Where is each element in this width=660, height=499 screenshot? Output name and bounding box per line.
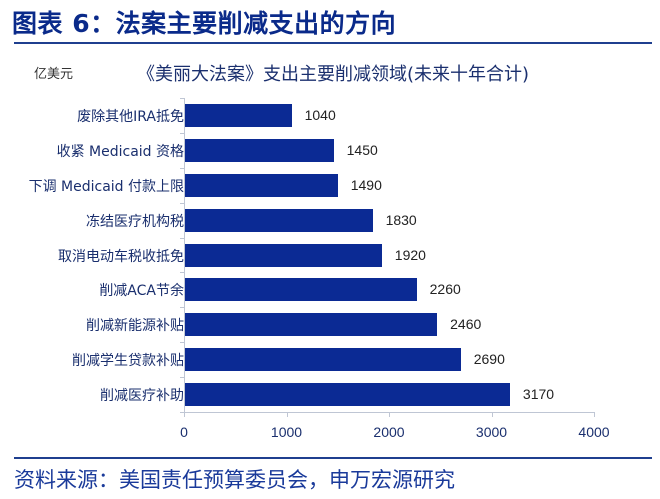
category-label: 削减医疗补助 <box>100 388 184 405</box>
bottom-divider <box>14 457 652 459</box>
category-label: 削减新能源补贴 <box>86 318 184 335</box>
bar-value-label: 1490 <box>350 176 382 193</box>
bar <box>185 138 334 162</box>
bar-value-label: 1920 <box>394 246 426 263</box>
bar-value-label: 2260 <box>429 281 461 298</box>
bar <box>185 348 461 372</box>
x-axis-tick <box>184 412 185 417</box>
category-label: 削减学生贷款补贴 <box>72 353 184 370</box>
category-label: 废除其他IRA抵免 <box>77 108 184 125</box>
bar-value-label: 2690 <box>473 351 505 368</box>
y-axis-tick <box>180 272 184 274</box>
x-axis-tick-label: 1000 <box>270 424 303 440</box>
y-axis-tick <box>180 202 184 204</box>
bar-value-label: 1040 <box>304 106 336 123</box>
y-axis-tick <box>180 307 184 309</box>
y-axis-line <box>184 98 185 412</box>
y-axis-tick <box>180 412 184 413</box>
category-label: 冻结医疗机构税 <box>86 213 184 230</box>
y-axis-tick <box>180 167 184 169</box>
category-label: 取消电动车税收抵免 <box>58 248 184 265</box>
y-axis-tick <box>180 377 184 379</box>
x-axis-tick <box>491 412 493 417</box>
category-label: 收紧 Medicaid 资格 <box>56 143 184 160</box>
y-axis-tick <box>180 237 184 239</box>
bar-value-label: 2460 <box>450 316 482 333</box>
x-axis-tick-label: 4000 <box>578 424 610 440</box>
x-axis-tick <box>389 412 390 417</box>
category-label: 削减ACA节余 <box>99 283 184 300</box>
y-axis-tick <box>180 342 184 344</box>
bar <box>185 278 417 302</box>
bar-value-label: 1830 <box>385 211 417 228</box>
top-divider <box>14 42 652 44</box>
figure-title: 图表 6：法案主要削减支出的方向 <box>12 9 397 38</box>
bar <box>185 208 373 232</box>
y-axis-tick <box>180 98 184 99</box>
category-label: 下调 Medicaid 付款上限 <box>28 178 184 195</box>
x-axis-tick <box>286 412 288 417</box>
bar-value-label: 3170 <box>522 386 555 403</box>
bar <box>185 103 292 127</box>
bar <box>185 173 338 197</box>
bar-chart-plot-area: 0 1000 2000 3000 4000 1040 1450 1490 1830 1920 226… <box>180 98 610 440</box>
x-axis-tick-label: 2000 <box>373 424 405 440</box>
bar <box>185 243 382 267</box>
x-axis-tick-label: 0 <box>180 424 188 440</box>
unit-label: 亿美元 <box>34 66 74 81</box>
chart-title: 《美丽大法案》支出主要削减领域(未来十年合计) <box>137 64 530 85</box>
source-note: 资料来源：美国责任预算委员会，申万宏源研究 <box>14 468 455 492</box>
bar <box>185 383 510 407</box>
x-axis-tick-label: 3000 <box>475 424 508 440</box>
y-axis-tick <box>180 132 184 134</box>
x-axis-tick <box>594 412 595 417</box>
bar <box>185 313 438 337</box>
bar-value-label: 1450 <box>346 141 378 158</box>
